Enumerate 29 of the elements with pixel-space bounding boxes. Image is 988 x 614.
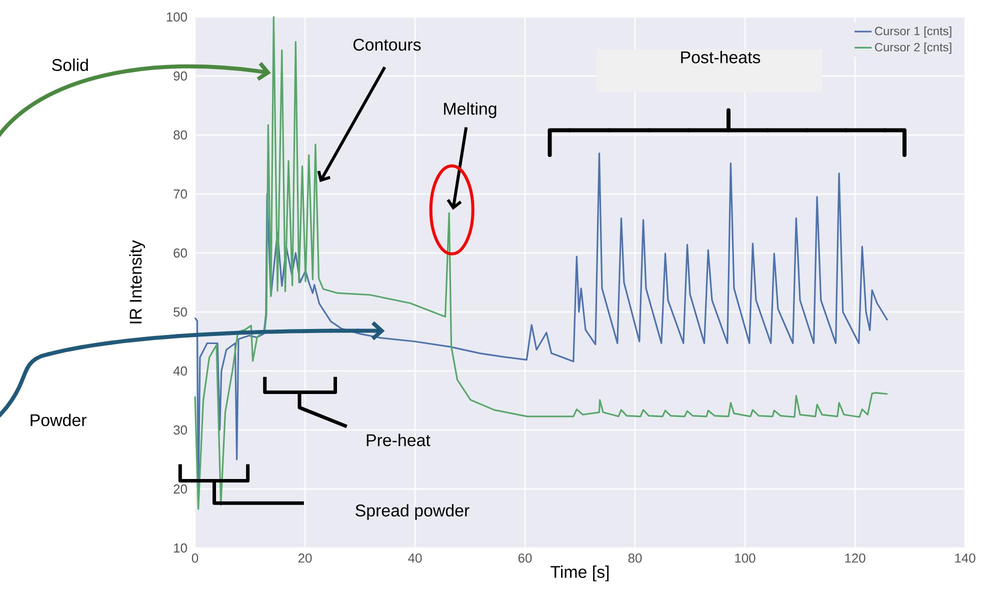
x-tick-label: 40 (408, 554, 422, 563)
annotation: Contours (353, 38, 421, 51)
y-tick-label: 90 (174, 71, 187, 81)
annotation: Melting (444, 102, 496, 118)
x-tick-label: 140 (955, 554, 976, 563)
annotation: Post-heats (681, 50, 760, 64)
x-tick-label: 100 (735, 554, 756, 563)
x-tick-label: 120 (845, 554, 866, 563)
y-tick-label: 50 (174, 307, 187, 317)
y-tick-label: 30 (174, 425, 187, 435)
annotation: Spread powder (356, 504, 470, 520)
y-tick-label: 100 (166, 12, 187, 22)
y-tick-label: 40 (173, 366, 187, 376)
text: Solid (52, 58, 88, 71)
x-tick-label: 20 (298, 554, 312, 563)
x-tick-label: 60 (518, 554, 532, 563)
y-tick-label: 60 (174, 248, 187, 258)
y-tick-label: 10 (174, 543, 187, 553)
x-axis-title: Time [s] (550, 566, 609, 582)
annotation: Pre-heat (366, 434, 430, 446)
y-tick-label: 80 (174, 130, 187, 140)
y-tick-label: 20 (174, 484, 187, 494)
y-tick-label: 70 (174, 189, 187, 199)
y-axis-title: IR Intensity (129, 240, 146, 324)
x-tick-label: 80 (628, 554, 642, 563)
legend-label: Cursor 2 [cnts] (875, 42, 952, 54)
text: Powder (30, 414, 86, 426)
x-tick-label: 0 (192, 554, 198, 563)
legend-label: Cursor 1 [cnts] (875, 26, 952, 38)
